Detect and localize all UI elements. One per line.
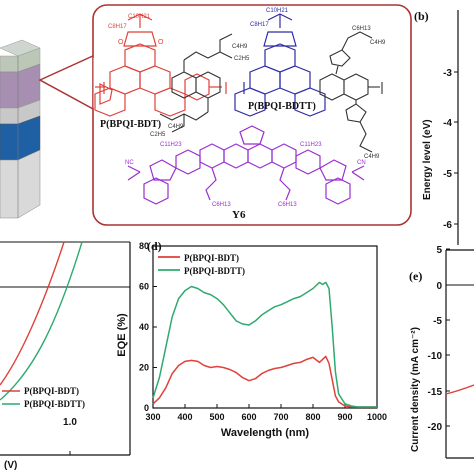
eqe-legend-bdtt: P(BPQI-BDTT) (184, 266, 245, 276)
callout-pointer (38, 53, 96, 112)
panel-b-ytick: -5 (443, 169, 452, 180)
bdtt-alkyl-label: C6H13 (352, 26, 371, 32)
panel-c: P(BPQI-BDT) P(BPQI-BDTT) 1.0 (V) (0, 241, 131, 471)
p2-alkyl-label: C10H21 (266, 8, 289, 14)
bdt-alkyl-label-2: C2H5 (234, 56, 250, 62)
panel-b-ytick: -6 (443, 220, 452, 231)
y6-name: Y6 (232, 209, 246, 221)
eqe-line-bpqi-bdtt (152, 281, 377, 408)
y6-cn-label: NC (125, 160, 134, 166)
y6-alkyl-label: C11H23 (160, 142, 182, 148)
panel-c-curve-bdtt (0, 241, 83, 401)
eqe-xtick-label: 400 (177, 412, 192, 422)
p1-name: P(BPQI-BDT) (100, 119, 161, 130)
panel-c-xtick: 1.0 (63, 417, 77, 428)
eqe-xtick-label: 300 (145, 412, 160, 422)
eqe-xlabel: Wavelength (nm) (221, 427, 310, 439)
eqe-ytick-label: 0 (144, 403, 149, 413)
eqe-legend-bdt: P(BPQI-BDT) (184, 253, 239, 263)
eqe-ytick-label: 20 (139, 363, 149, 373)
y6-alkyl-label-4: C6H13 (278, 202, 297, 208)
eqe-ytick-label: 40 (139, 322, 149, 332)
panel-e-ylabel: Current density (mA cm⁻²) (410, 327, 421, 452)
p2-structure (234, 13, 326, 117)
eqe-series-group (152, 281, 377, 408)
panel-b: (b) -3 -4 -5 -6 Energy level (eV) (414, 9, 459, 245)
panel-c-legend-bdtt: P(BPQI-BDTT) (24, 399, 85, 409)
panel-e-label: (e) (409, 269, 422, 283)
bdt-alkyl-label-4: C2H5 (150, 132, 166, 138)
eqe-xtick-label: 600 (241, 412, 256, 422)
panel-e: (e) 5 0 -5 -10 -15 -20 Current density (… (409, 245, 474, 459)
svg-text:O: O (118, 39, 124, 46)
eqe-ytick-label: 60 (139, 282, 149, 292)
bdtt-unit (319, 31, 383, 153)
bdt-unit (159, 33, 233, 133)
panel-e-ytick: 0 (436, 281, 442, 292)
eqe-xtick-label: 700 (273, 412, 288, 422)
eqe-x-ticks: 300 400 500 600 700 800 900 1000 (145, 404, 387, 422)
p2-alkyl-label-2: C8H17 (250, 22, 269, 28)
panel-b-ytick: -3 (443, 68, 452, 79)
panel-e-ytick: -5 (433, 316, 442, 327)
eqe-ytick-label: 80 (139, 241, 149, 251)
y6-alkyl-label-2: C11H23 (300, 142, 322, 148)
panel-b-label: (b) (414, 9, 429, 23)
p1-alkyl-label-2: C8H17 (108, 24, 127, 30)
panel-c-xlabel: (V) (4, 460, 17, 471)
bdt-alkyl-label: C4H9 (232, 44, 248, 50)
panel-e-ytick: -10 (428, 351, 443, 362)
panel-e-ytick: -20 (428, 422, 443, 433)
y6-alkyl-label-3: C6H13 (212, 202, 231, 208)
bdt-alkyl-label-3: C4H9 (168, 124, 184, 130)
p1-structure: O O (94, 13, 227, 117)
eqe-xtick-label: 500 (209, 412, 224, 422)
p1-alkyl-label: C10H21 (128, 14, 151, 20)
eqe-legend: P(BPQI-BDT) P(BPQI-BDTT) (158, 253, 245, 276)
panel-b-ytick: -4 (443, 118, 452, 129)
y6-structure (127, 125, 365, 205)
glass-substrate (0, 149, 41, 219)
eqe-line-bpqi-bdt (152, 355, 377, 408)
panel-e-ytick: 5 (436, 245, 442, 256)
eqe-xtick-label: 800 (305, 412, 320, 422)
panel-e-curve (445, 384, 474, 395)
device-stack (0, 39, 96, 219)
y6-cn-label-2: CN (357, 160, 366, 166)
panel-b-ylabel: Energy level (eV) (422, 119, 433, 200)
panel-c-curve-bdt (0, 241, 65, 386)
bdtt-alkyl-label-2: C4H9 (370, 40, 386, 46)
panel-e-ytick: -15 (428, 387, 443, 398)
panel-c-legend-bdt: P(BPQI-BDT) (24, 386, 79, 396)
eqe-chart: (d) 300 400 500 600 700 800 900 1000 020406080 … (116, 239, 387, 439)
eqe-xtick-label: 900 (337, 412, 352, 422)
structure-panel: O O C10H21 C8H17 C4H9 C2 (92, 4, 412, 226)
eqe-xtick-label: 1000 (367, 412, 387, 422)
eqe-y-ticks: 0 20 40 60 80 (139, 241, 157, 413)
bdtt-alkyl-label-3: C4H9 (364, 154, 380, 160)
svg-text:O: O (158, 39, 164, 46)
eqe-ylabel: EQE (%) (116, 313, 128, 357)
p2-name: P(BPQI-BDTT) (248, 101, 316, 112)
